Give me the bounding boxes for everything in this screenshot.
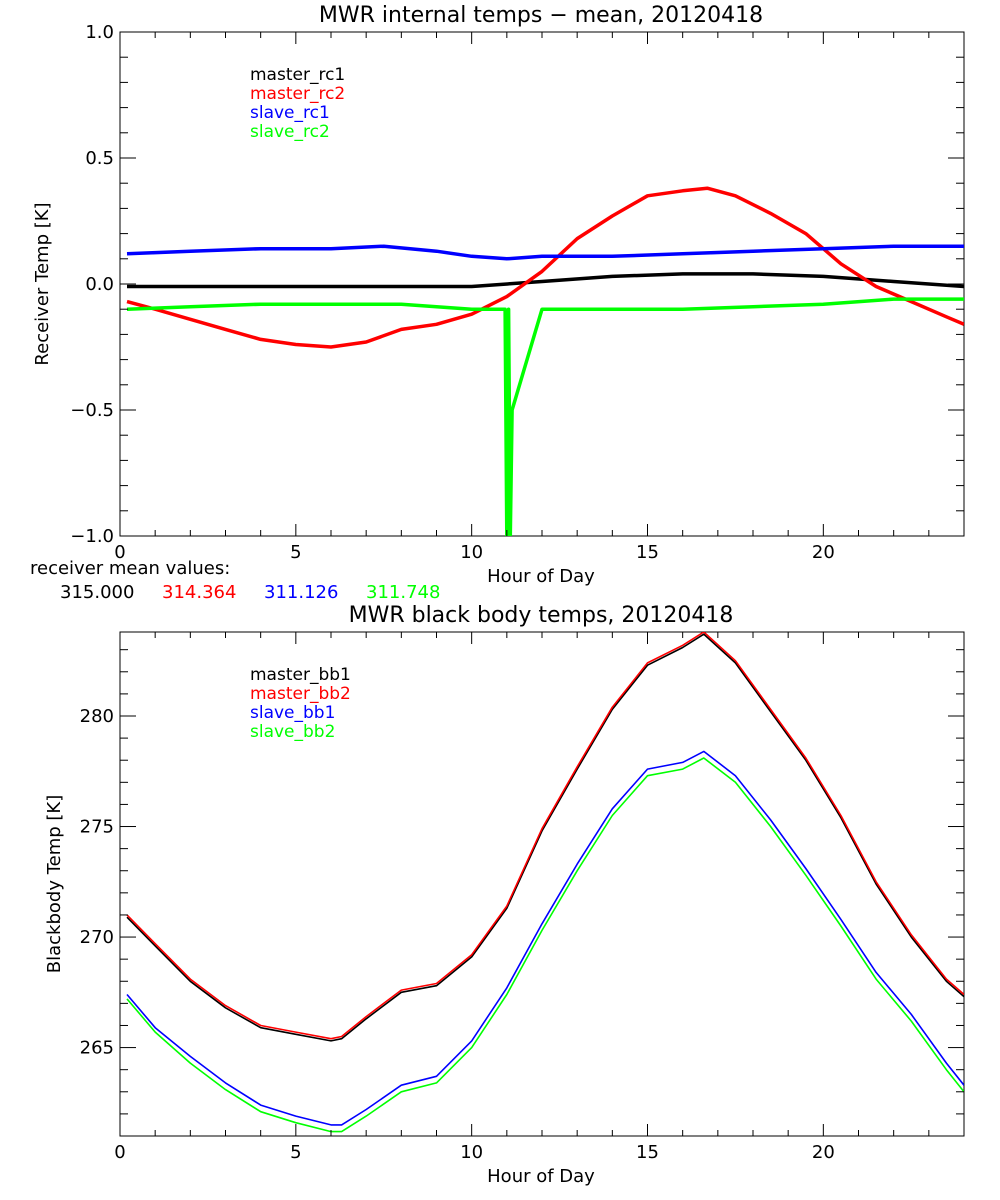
plot-lines xyxy=(126,632,964,1133)
x-tick-labels: 0 5 10 15 20 xyxy=(114,542,835,563)
legend-entry: slave_bb2 xyxy=(250,722,335,742)
y-tick-label: 270 xyxy=(80,927,114,948)
axis-ticks xyxy=(119,31,965,537)
mean-value: 315.000 xyxy=(60,582,134,603)
x-tick-label: 15 xyxy=(636,542,659,563)
receiver-temp-panel: MWR internal temps − mean, 20120418 0 5 10… xyxy=(30,3,965,603)
legend-entry: slave_bb1 xyxy=(250,703,335,723)
y-tick-label: 1.0 xyxy=(85,22,114,43)
x-tick-label: 5 xyxy=(290,1142,301,1163)
x-tick-label: 5 xyxy=(290,542,301,563)
series-line-slave-rc1 xyxy=(126,244,964,261)
legend-entry: master_rc1 xyxy=(250,65,345,85)
x-tick-label: 0 xyxy=(114,1142,125,1163)
series-line-master-rc1 xyxy=(127,272,964,289)
series-line-slave-bb1 xyxy=(126,750,964,1126)
x-tick-labels: 0 5 10 15 20 xyxy=(114,1142,835,1163)
y-axis-label: Blackbody Temp [K] xyxy=(44,795,65,973)
x-axis-label: Hour of Day xyxy=(487,1166,595,1187)
mean-values-label: receiver mean values: xyxy=(30,558,230,579)
series-line-slave-rc2 xyxy=(126,297,964,536)
series-line-master-bb2 xyxy=(126,632,964,1040)
mean-value: 311.748 xyxy=(366,582,440,603)
y-tick-label: 0.5 xyxy=(85,148,114,169)
x-tick-label: 20 xyxy=(812,1142,835,1163)
x-axis-label: Hour of Day xyxy=(487,566,595,587)
x-tick-label: 15 xyxy=(636,1142,659,1163)
y-tick-label: 275 xyxy=(80,817,114,838)
mean-value: 311.126 xyxy=(264,582,338,603)
y-tick-label: 280 xyxy=(80,706,114,727)
blackbody-temp-panel: MWR black body temps, 20120418 0 5 10 15 20 … xyxy=(44,603,965,1187)
y-tick-labels: 265 270 275 280 xyxy=(80,706,114,1059)
plot-frame xyxy=(119,631,965,1137)
y-tick-labels: −1.0 −0.5 0.0 0.5 1.0 xyxy=(70,22,114,547)
legend-entry: master_rc2 xyxy=(250,84,345,104)
legend-entry: slave_rc2 xyxy=(250,122,330,142)
y-tick-label: 0.0 xyxy=(85,274,114,295)
plot-frame xyxy=(119,31,965,537)
y-tick-label: −1.0 xyxy=(70,526,114,547)
y-axis-label: Receiver Temp [K] xyxy=(32,202,53,365)
mean-value: 314.364 xyxy=(162,582,236,603)
legend-entry: slave_rc1 xyxy=(250,103,330,123)
legend-entry: master_bb2 xyxy=(250,684,351,704)
x-tick-label: 20 xyxy=(812,542,835,563)
x-tick-label: 10 xyxy=(460,1142,483,1163)
plot-lines xyxy=(126,186,964,536)
series-line-master-bb1 xyxy=(126,633,964,1042)
chart-title: MWR internal temps − mean, 20120418 xyxy=(319,3,763,28)
legend-entry: master_bb1 xyxy=(250,665,351,685)
axis-ticks xyxy=(119,632,965,1137)
series-line-master-rc2 xyxy=(126,186,964,349)
y-tick-label: 265 xyxy=(80,1038,114,1059)
y-tick-label: −0.5 xyxy=(70,400,114,421)
x-tick-label: 0 xyxy=(114,542,125,563)
chart-title: MWR black body temps, 20120418 xyxy=(349,603,734,628)
mean-values: 315.000 314.364 311.126 311.748 xyxy=(60,582,440,603)
series-line-slave-bb2 xyxy=(126,757,964,1133)
x-tick-label: 10 xyxy=(460,542,483,563)
